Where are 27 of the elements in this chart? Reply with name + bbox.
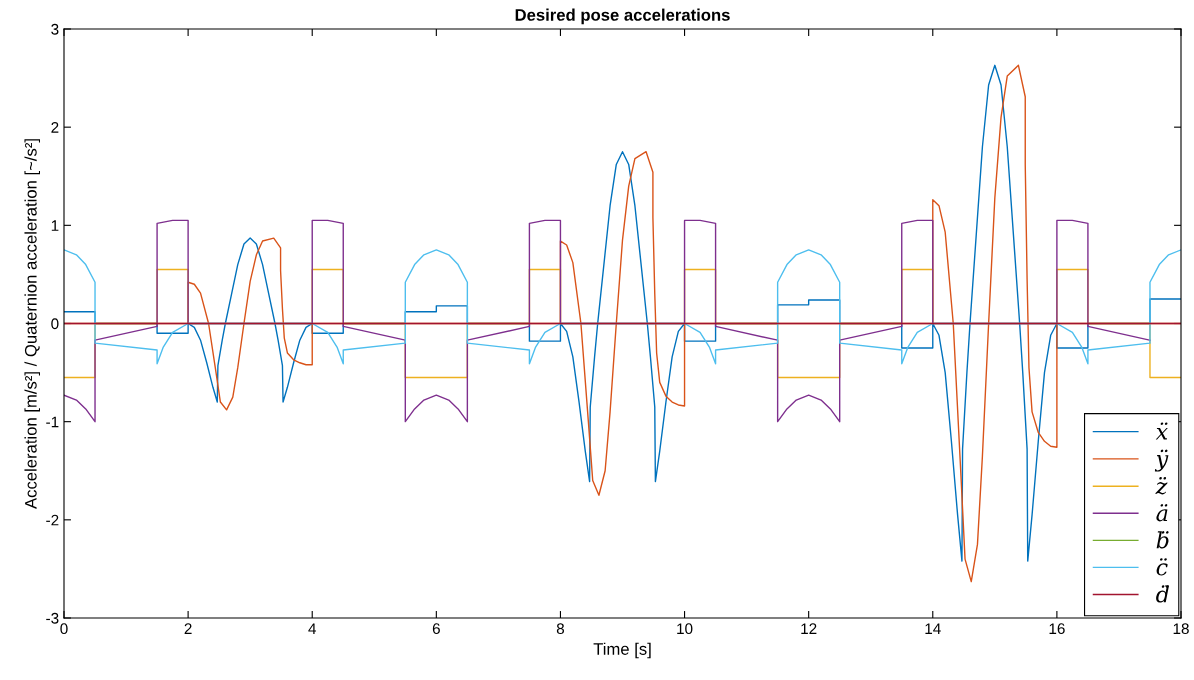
y-axis-title: Acceleration [m/s²] / Quaternion acceleration [~/s²]	[24, 139, 40, 509]
legend-label: ẍ	[1155, 422, 1168, 440]
x-tick-label: 12	[801, 623, 817, 634]
y-tick-label: 0	[51, 318, 59, 330]
x-tick-label: 0	[60, 623, 68, 635]
y-tick-label: -2	[46, 514, 59, 526]
y-tick-label: 2	[51, 122, 59, 133]
x-tick-label: 14	[925, 623, 941, 634]
legend-label: c̈	[1156, 558, 1168, 576]
x-axis-title: Time [s]	[593, 642, 651, 659]
y-tick-label: 3	[51, 23, 59, 35]
x-tick-label: 8	[556, 623, 565, 635]
y-tick-label: 1	[51, 220, 59, 231]
y-tick-label: -1	[46, 416, 59, 428]
legend-label: ä	[1156, 504, 1168, 522]
chart-title: Desired pose accelerations	[515, 8, 730, 25]
x-tick-label: 4	[308, 623, 317, 634]
y-tick-label: -3	[46, 612, 59, 624]
legend-label: z̈	[1155, 476, 1168, 495]
legend-label: d̈	[1156, 585, 1169, 603]
x-tick-label: 2	[184, 623, 192, 634]
x-tick-label: 10	[677, 623, 693, 635]
x-tick-label: 18	[1173, 623, 1189, 635]
legend-label: ÿ	[1154, 449, 1169, 472]
legend-label: b̈	[1156, 531, 1169, 549]
x-tick-label: 16	[1049, 623, 1065, 635]
x-tick-label: 6	[432, 623, 440, 635]
